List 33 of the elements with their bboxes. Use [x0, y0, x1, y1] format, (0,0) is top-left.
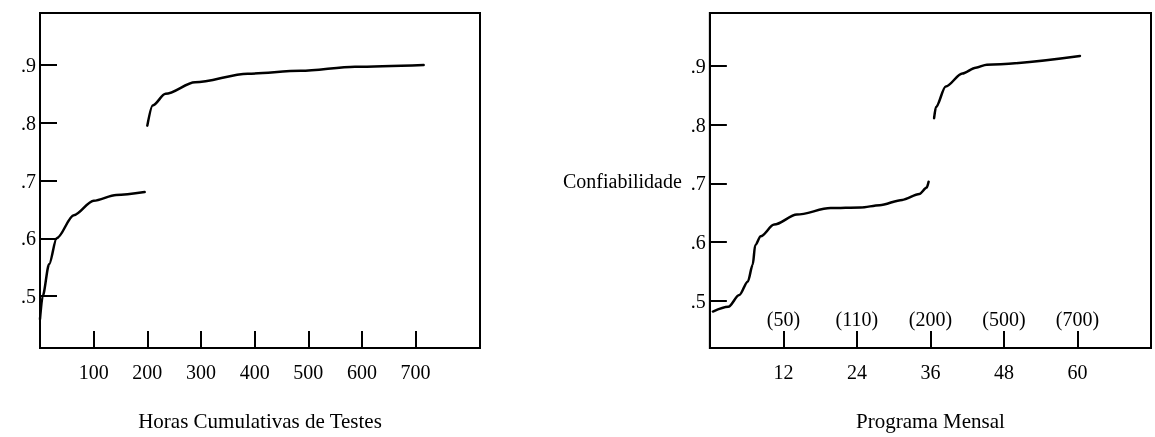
y-tick-label: .7 [690, 172, 706, 195]
y-tick-label: .8 [21, 111, 36, 134]
x-tick-label: 300 [185, 361, 216, 383]
y-tick-label: .6 [690, 231, 706, 254]
x-axis-title: Programa Mensal [856, 408, 1005, 433]
x-tick-label: 500 [293, 361, 324, 383]
y-tick-label: .9 [21, 53, 36, 76]
line-series [146, 63, 425, 127]
annotation: (700) [1055, 308, 1100, 331]
x-tick-label: 400 [239, 361, 270, 383]
y-tick-label: .8 [690, 113, 706, 136]
annotation: (50) [766, 308, 801, 331]
x-tick-label: 100 [78, 361, 109, 383]
y-tick-label: .9 [690, 54, 706, 77]
y-tick-label: .5 [690, 289, 706, 312]
annotation: (110) [835, 308, 879, 331]
line-series [38, 190, 146, 321]
y-tick-label: .6 [21, 227, 36, 250]
x-tick-label: 36 [920, 361, 941, 383]
x-tick-label: 24 [846, 361, 867, 383]
annotation: (500) [982, 308, 1026, 331]
x-axis-title: Horas Cumulativas de Testes [138, 408, 382, 433]
line-series [932, 54, 1082, 120]
x-tick-label: 200 [132, 361, 163, 383]
y-tick-label: .7 [21, 169, 36, 192]
y-tick-label: .5 [21, 285, 36, 308]
annotation: (200) [908, 308, 953, 331]
x-tick-label: 600 [346, 361, 377, 383]
x-tick-label: 700 [400, 361, 431, 383]
x-tick-label: 12 [773, 361, 794, 383]
x-tick-label: 60 [1067, 361, 1088, 383]
y-axis-title: Confiabilidade [563, 169, 682, 192]
x-tick-label: 48 [993, 361, 1014, 383]
